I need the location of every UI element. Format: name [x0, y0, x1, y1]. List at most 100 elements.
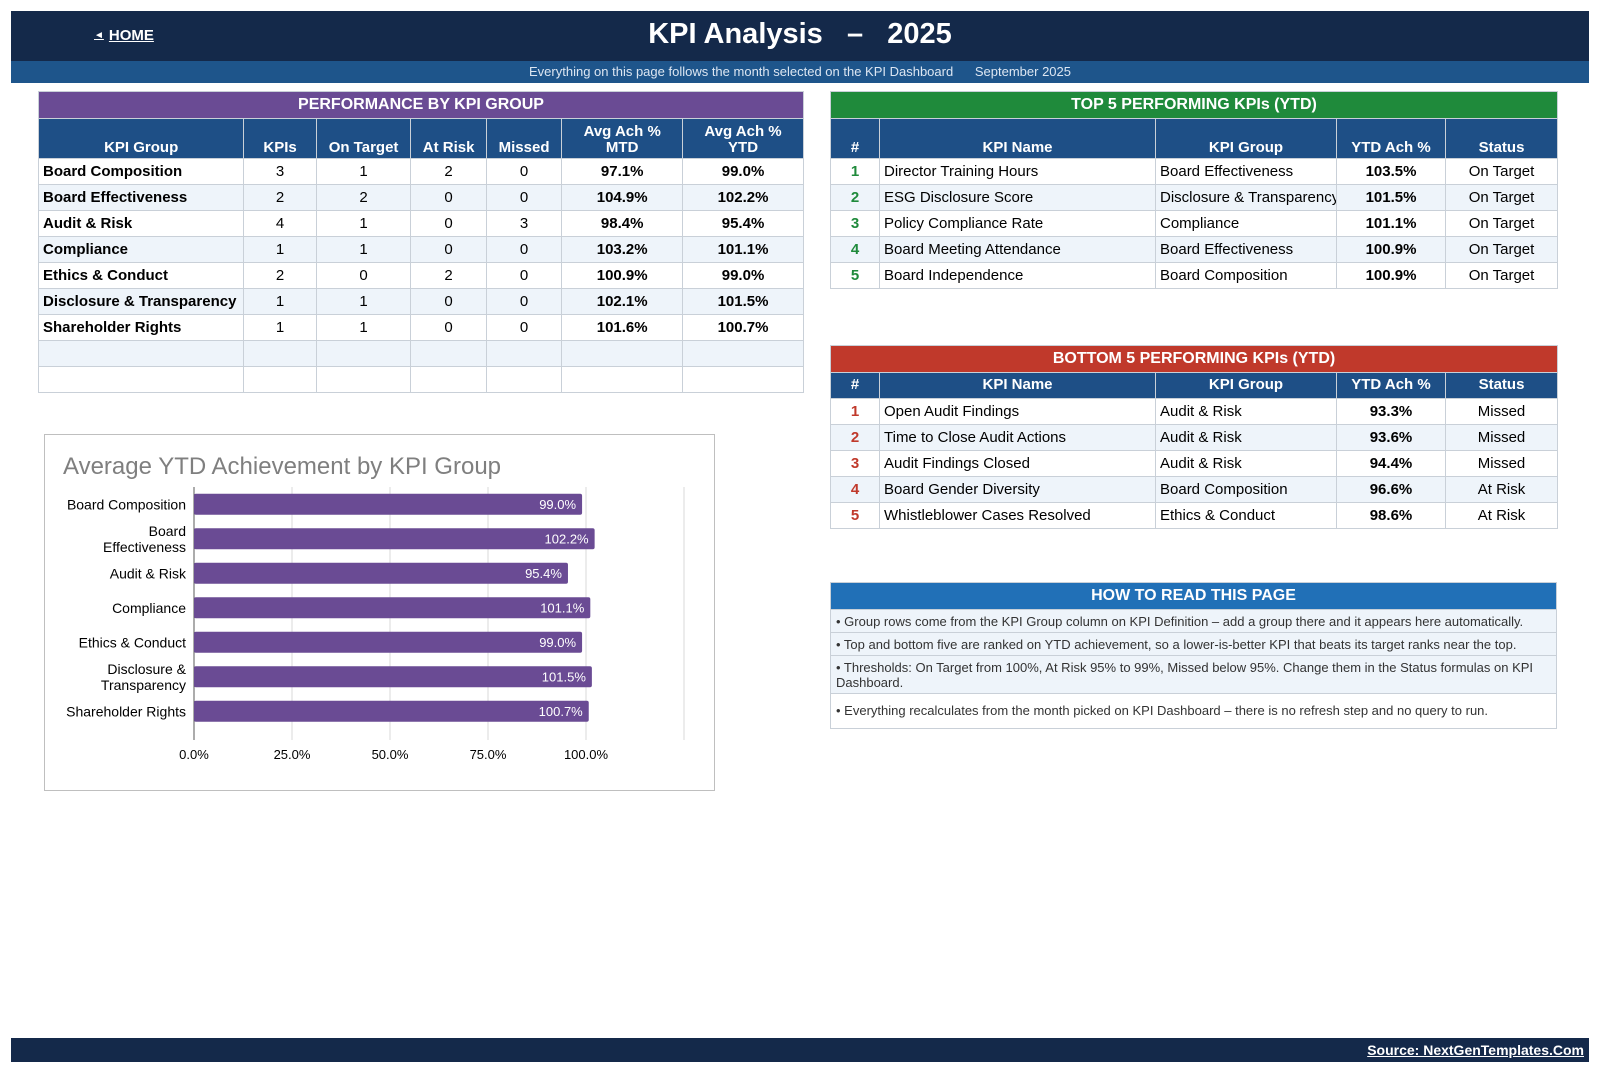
table-cell: 100.7%	[682, 314, 804, 341]
bottom5-table: BOTTOM 5 PERFORMING KPIs (YTD) # KPI Name…	[829, 345, 1559, 529]
kpi-group-cell: Board Composition	[37, 158, 245, 185]
kpi-group-cell: Ethics & Conduct	[37, 262, 245, 289]
bar-data-label: 101.1%	[540, 600, 585, 615]
table-row: 3 Audit Findings Closed Audit & Risk 94.4% M…	[830, 450, 1559, 477]
empty-row	[37, 366, 804, 393]
triangle-left-icon: ◄	[94, 30, 104, 41]
status-cell: On Target	[1444, 262, 1559, 289]
kpi-name-cell: Board Gender Diversity	[879, 476, 1156, 503]
status-cell: Missed	[1444, 398, 1559, 425]
table-cell	[682, 366, 804, 393]
category-label: Audit & Risk	[110, 565, 187, 581]
rank-cell: 5	[830, 502, 880, 529]
table-cell: 1	[315, 288, 412, 315]
table-cell: 2	[315, 184, 412, 211]
kpi-group-cell: Ethics & Conduct	[1155, 502, 1337, 529]
column-header-text: At Risk	[422, 139, 475, 156]
column-header: KPI Group	[1155, 118, 1337, 159]
rank-cell: 4	[830, 236, 880, 263]
table-cell	[410, 340, 487, 367]
ytd-ach-cell: 96.6%	[1336, 476, 1446, 503]
bar-data-label: 99.0%	[539, 497, 576, 512]
bar-data-label: 100.7%	[539, 704, 584, 719]
table-cell: 0	[485, 262, 563, 289]
ytd-ach-cell: 101.1%	[1336, 210, 1446, 237]
column-header-text: Avg Ach %	[583, 123, 661, 140]
column-header: KPI Name	[879, 118, 1156, 159]
kpi-group-cell: Board Composition	[1155, 262, 1337, 289]
kpi-group-cell: Shareholder Rights	[37, 314, 245, 341]
table-row: Board Composition 3 1 2 0 97.1% 99.0%	[37, 158, 804, 185]
kpi-name-cell: Board Independence	[879, 262, 1156, 289]
table-row: Audit & Risk 4 1 0 3 98.4% 95.4%	[37, 210, 804, 237]
category-label: Disclosure &	[107, 661, 186, 677]
table-cell: 3	[243, 158, 317, 185]
table-cell	[485, 340, 563, 367]
status-cell: Missed	[1444, 450, 1559, 477]
performance-table: PERFORMANCE BY KPI GROUP KPI Group KPIs On…	[37, 91, 804, 393]
table-cell	[561, 340, 684, 367]
category-label: Board	[149, 523, 186, 539]
table-cell	[37, 366, 245, 393]
table-cell: 0	[485, 158, 563, 185]
status-cell: Missed	[1444, 424, 1559, 451]
performance-title: PERFORMANCE BY KPI GROUP	[38, 91, 804, 119]
column-header: KPIs	[243, 118, 317, 159]
ytd-ach-cell: 100.9%	[1336, 236, 1446, 263]
table-cell: 2	[410, 262, 487, 289]
table-cell	[410, 366, 487, 393]
category-label: Compliance	[112, 600, 186, 616]
column-header-text: KPIs	[263, 139, 297, 156]
kpi-group-cell: Audit & Risk	[1155, 398, 1337, 425]
table-cell: 103.2%	[561, 236, 684, 263]
table-cell: 1	[243, 314, 317, 341]
table-cell	[37, 340, 245, 367]
table-cell: 4	[243, 210, 317, 237]
kpi-group-cell: Board Effectiveness	[1155, 236, 1337, 263]
table-row: 3 Policy Compliance Rate Compliance 101.1% O…	[830, 210, 1559, 237]
table-row: Ethics & Conduct 2 0 2 0 100.9% 99.0%	[37, 262, 804, 289]
table-cell	[243, 366, 317, 393]
kpi-group-cell: Audit & Risk	[1155, 450, 1337, 477]
x-tick-label: 50.0%	[372, 747, 409, 762]
table-cell: 2	[243, 262, 317, 289]
column-header: Avg Ach % YTD	[682, 118, 804, 159]
table-cell: 0	[485, 288, 563, 315]
home-link[interactable]: ◄ HOME	[94, 27, 154, 44]
table-row: 1 Open Audit Findings Audit & Risk 93.3% Mis…	[830, 398, 1559, 425]
home-label: HOME	[108, 27, 154, 44]
empty-row	[37, 340, 804, 367]
table-cell: 0	[410, 236, 487, 263]
rank-cell: 4	[830, 476, 880, 503]
x-tick-label: 100.0%	[564, 747, 609, 762]
table-cell: 98.4%	[561, 210, 684, 237]
column-header: #	[830, 372, 880, 399]
kpi-group-cell: Audit & Risk	[1155, 424, 1337, 451]
table-cell: 101.5%	[682, 288, 804, 315]
table-cell: 1	[315, 210, 412, 237]
column-header: Status	[1444, 118, 1559, 159]
top5-table: TOP 5 PERFORMING KPIs (YTD) # KPI Name KPI…	[829, 91, 1559, 289]
table-cell: 99.0%	[682, 262, 804, 289]
table-cell: 97.1%	[561, 158, 684, 185]
ytd-ach-cell: 98.6%	[1336, 502, 1446, 529]
x-tick-label: 75.0%	[470, 747, 507, 762]
page-header: ◄ HOME KPI Analysis – 2025	[11, 11, 1589, 61]
table-row: 5 Whistleblower Cases Resolved Ethics & Co…	[830, 502, 1559, 529]
table-cell	[243, 340, 317, 367]
column-header-text: Avg Ach %	[704, 123, 782, 140]
column-header: Missed	[485, 118, 563, 159]
column-header: KPI Name	[879, 372, 1156, 399]
status-cell: On Target	[1444, 184, 1559, 211]
table-row: 5 Board Independence Board Composition 100.…	[830, 262, 1559, 289]
source-link[interactable]: Source: NextGenTemplates.Com	[1367, 1042, 1584, 1058]
table-row: 2 Time to Close Audit Actions Audit & Risk…	[830, 424, 1559, 451]
column-header: KPI Group	[1155, 372, 1337, 399]
bar-data-label: 99.0%	[539, 635, 576, 650]
bar-data-label: 102.2%	[545, 531, 590, 546]
table-cell: 0	[410, 210, 487, 237]
kpi-group-cell: Board Composition	[1155, 476, 1337, 503]
bar	[194, 631, 583, 653]
table-cell: 1	[315, 314, 412, 341]
ytd-ach-cell: 94.4%	[1336, 450, 1446, 477]
